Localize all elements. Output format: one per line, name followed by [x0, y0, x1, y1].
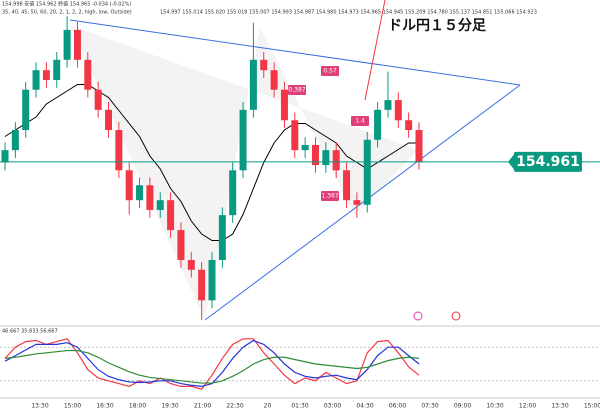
candle-body — [343, 170, 351, 201]
x-tick-label: 21:00 — [194, 403, 211, 410]
candle-body — [177, 230, 185, 260]
candle-body — [167, 200, 175, 231]
candle-body — [260, 59, 268, 71]
x-tick-label: 03:00 — [324, 403, 341, 410]
candle-body — [53, 59, 61, 80]
candle-body — [125, 170, 133, 201]
annotation: 0.387 — [288, 87, 305, 94]
x-tick-label: 07:30 — [421, 403, 438, 410]
candle-body — [42, 70, 50, 80]
candle-body — [405, 120, 413, 130]
candle-body — [332, 150, 340, 171]
pattern-shade — [70, 25, 418, 320]
candle-body — [374, 109, 382, 140]
candle-body — [94, 89, 102, 110]
candle-body — [218, 215, 226, 260]
annotation-box — [321, 66, 339, 76]
candle-body — [384, 100, 392, 110]
candle-body — [11, 130, 19, 151]
candle-body — [156, 200, 164, 210]
candle-body — [187, 260, 195, 270]
x-tick-label: 06:00 — [389, 403, 406, 410]
header-line: 35, 40, 45, 50, 60, 20, 2, 1, 2, 2, high… — [2, 10, 132, 16]
icon[interactable] — [413, 311, 423, 321]
candle-body — [115, 130, 123, 171]
candle-body — [415, 130, 423, 162]
candle-body — [146, 185, 154, 210]
candle-body — [136, 185, 144, 201]
candle-body — [198, 269, 206, 301]
annotation-box — [288, 85, 306, 95]
candle-body — [1, 150, 9, 163]
trendline-upper — [69, 19, 521, 86]
oscillator-line — [4, 349, 420, 384]
candle-body — [312, 144, 319, 166]
x-tick-label: 13:30 — [551, 403, 568, 410]
x-tick-label: 01:30 — [291, 403, 308, 410]
x-tick-label: 22:30 — [226, 403, 243, 410]
candle-body — [301, 144, 309, 151]
candle-body — [63, 29, 71, 60]
x-tick-label: 16:30 — [96, 403, 113, 410]
moving-average — [4, 84, 419, 241]
x-tick-label: 19:30 — [161, 403, 178, 410]
x-tick-label: 15:00 — [64, 403, 81, 410]
candle-body — [208, 260, 216, 301]
x-tick-label: 15:00 — [584, 403, 600, 410]
candle-body — [291, 120, 299, 151]
x-tick-label: 20 — [264, 403, 272, 410]
candle-body — [84, 59, 92, 90]
oscillator-line — [4, 338, 420, 390]
candle-body — [322, 150, 330, 166]
candle-body — [105, 109, 112, 130]
candle-body — [280, 89, 288, 121]
x-tick-label: 12:00 — [519, 403, 536, 410]
annotation-box — [351, 116, 369, 126]
header-line: 154.998 安値 154.962 終値 154.965 -0.034 (-0… — [2, 1, 131, 8]
icon[interactable] — [451, 311, 461, 321]
annotation: 0.57 — [323, 68, 337, 75]
candle-body — [249, 59, 257, 110]
candle-body — [32, 70, 40, 90]
annotation: 1.4 — [355, 118, 365, 125]
x-tick-label: 10:30 — [486, 403, 503, 410]
annotation: 1.367 — [321, 193, 338, 200]
candle-body — [394, 100, 402, 121]
x-tick-label: 09:00 — [454, 403, 471, 410]
price-label: 154.961 — [516, 154, 580, 170]
red-line — [364, 0, 386, 101]
candle-body — [22, 89, 30, 130]
x-tick-label: 13:30 — [31, 403, 48, 410]
trendline-lower — [204, 84, 521, 321]
candle-body — [229, 170, 237, 216]
price-tag — [514, 151, 582, 172]
x-tick-label: 04:30 — [356, 403, 373, 410]
header-line: 154.997 155.014 155.020 155.018 155.007 … — [160, 10, 537, 16]
x-tick-label: 18:00 — [129, 403, 146, 410]
candle-body — [363, 139, 371, 205]
candle-body — [270, 70, 278, 90]
chart-title: ドル円１５分足 — [388, 18, 487, 34]
panel-header: 46.667 35.833 56.667 — [2, 329, 58, 335]
candle-body — [73, 29, 81, 60]
candle-body — [239, 109, 247, 171]
annotation-box — [321, 191, 339, 201]
candle-body — [353, 200, 361, 205]
